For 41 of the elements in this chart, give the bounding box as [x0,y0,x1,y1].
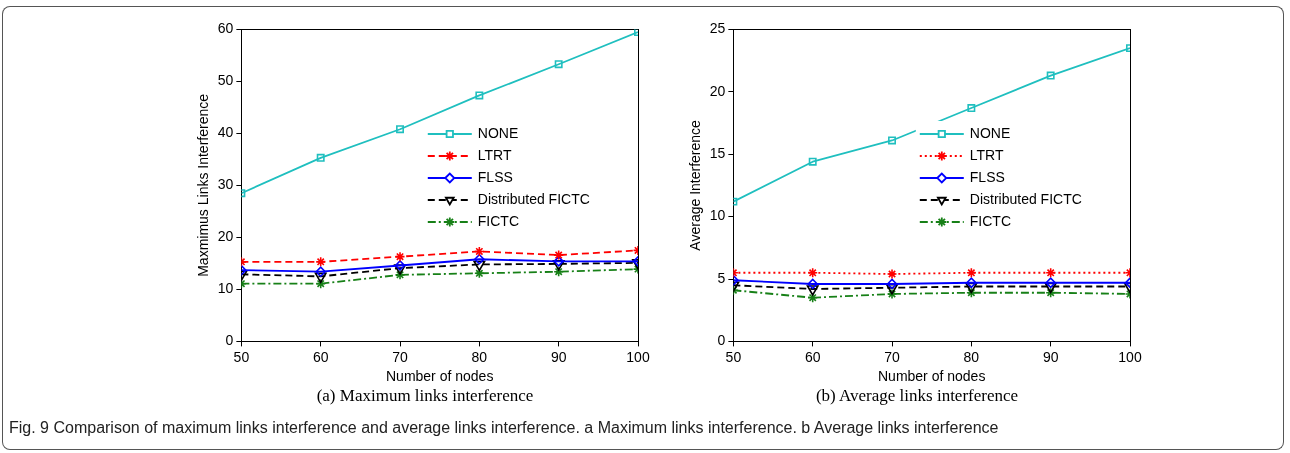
legend-label: LTRT [477,146,512,163]
x-tick-label: 60 [312,348,329,365]
x-tick-label: 70 [884,348,901,365]
y-tick-label: 20 [217,228,234,245]
y-tick-label: 0 [225,332,234,349]
caption: Fig. 9 Comparison of maximum links interference and average links interference. a Maximum links interference. b Average links interference [2,410,1284,450]
y-tick-label: 10 [217,280,234,297]
legend-label: FLSS [477,168,513,185]
x-tick-label: 70 [392,348,409,365]
y-tick-label: 40 [217,124,234,141]
y-tick-label: 20 [709,82,726,99]
y-tick-label: 60 [217,20,234,37]
x-axis-title: Number of nodes [877,368,986,385]
text: (b) Average links interference [814,386,1020,406]
y-axis-title: Average Interference [687,119,704,251]
y-tick-label: 10 [709,207,726,224]
legend-label: FLSS [969,168,1005,185]
legend-label: NONE [477,124,519,141]
x-tick-label: 50 [233,348,250,365]
legend-label: LTRT [969,146,1004,163]
legend-label: Distributed FICTC [969,190,1082,207]
y-tick-label: 25 [709,20,726,37]
legend-label: FICTC [477,212,520,229]
x-tick-label: 90 [1042,348,1059,365]
y-tick-label: 15 [709,145,726,162]
x-tick-label: 60 [804,348,821,365]
x-tick-label: 100 [626,348,650,365]
x-axis-title: Number of nodes [385,368,494,385]
legend-label: Distributed FICTC [477,190,590,207]
text: (a) Maximum links interference [315,386,535,406]
x-tick-label: 90 [550,348,567,365]
x-tick-label: 80 [471,348,488,365]
y-tick-label: 0 [717,332,726,349]
y-tick-label: 30 [217,176,234,193]
x-tick-label: 80 [963,348,980,365]
legend-label: NONE [969,124,1011,141]
x-tick-label: 100 [1118,348,1142,365]
y-tick-label: 5 [717,269,726,286]
y-axis-title: Maxmimus Links Interference [195,93,212,277]
legend-label: FICTC [969,212,1012,229]
y-tick-label: 50 [217,72,234,89]
